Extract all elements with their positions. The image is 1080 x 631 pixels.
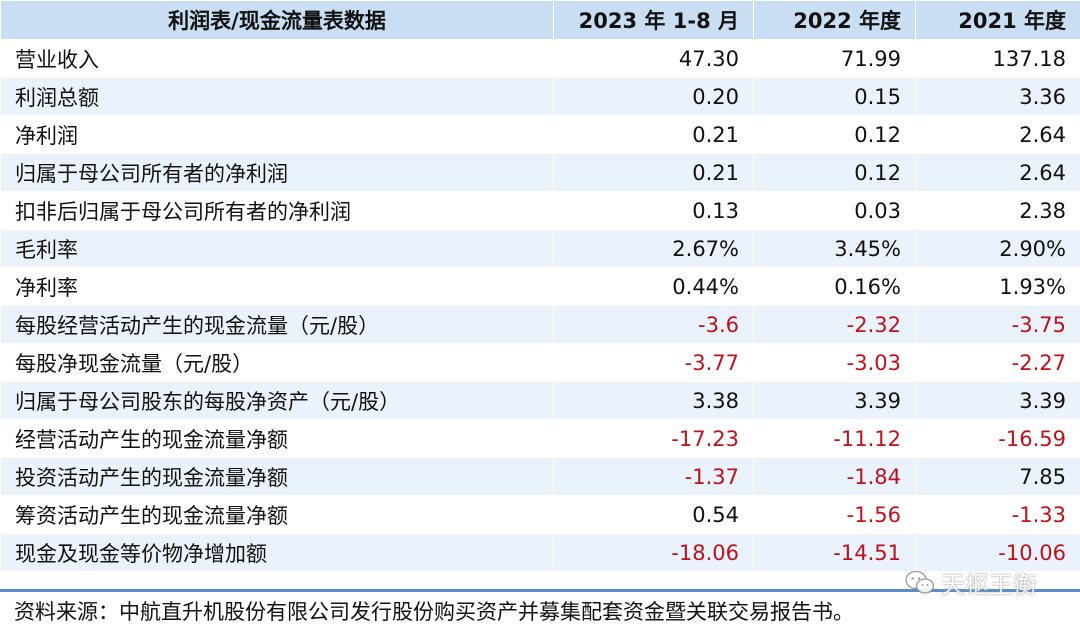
table-row: 归属于母公司所有者的净利润 0.21 0.12 2.64 (0, 153, 1080, 192)
cell-value: 0.15 (753, 77, 916, 116)
cell-value: -3.77 (553, 343, 754, 382)
cell-value: -1.37 (553, 457, 754, 496)
wechat-icon (905, 570, 935, 594)
cell-value: -1.56 (753, 495, 916, 534)
cell-value: 2.90% (915, 229, 1080, 268)
cell-value: 2.64 (915, 153, 1080, 192)
cell-value: 0.13 (553, 191, 754, 230)
table-row: 利润总额 0.20 0.15 3.36 (0, 77, 1080, 116)
row-label: 营业收入 (0, 39, 554, 78)
row-label: 投资活动产生的现金流量净额 (0, 457, 554, 496)
cell-value: -2.32 (753, 305, 916, 344)
row-label: 每股净现金流量（元/股） (0, 343, 554, 382)
cell-value: 2.64 (915, 115, 1080, 154)
cell-value: 0.20 (553, 77, 754, 116)
cell-value: 0.03 (753, 191, 916, 230)
cell-value: -3.75 (915, 305, 1080, 344)
cell-value: 3.38 (553, 381, 754, 420)
watermark: 天枢王衡 (905, 565, 1037, 600)
cell-value: 3.39 (915, 381, 1080, 420)
header-period-2021: 2021 年度 (915, 0, 1080, 40)
cell-value: -18.06 (553, 533, 754, 572)
table-row: 经营活动产生的现金流量净额 -17.23 -11.12 -16.59 (0, 419, 1080, 458)
cell-value: 2.38 (915, 191, 1080, 230)
cell-value: -17.23 (553, 419, 754, 458)
cell-value: -16.59 (915, 419, 1080, 458)
watermark-text: 天枢王衡 (941, 571, 1037, 599)
header-period-2023: 2023 年 1-8 月 (553, 0, 754, 40)
cell-value: 1.93% (915, 267, 1080, 306)
row-label: 扣非后归属于母公司所有者的净利润 (0, 191, 554, 230)
table-row: 归属于母公司股东的每股净资产（元/股） 3.38 3.39 3.39 (0, 381, 1080, 420)
cell-value: -2.27 (915, 343, 1080, 382)
cell-value: 2.67% (553, 229, 754, 268)
cell-value: -11.12 (753, 419, 916, 458)
row-label: 归属于母公司所有者的净利润 (0, 153, 554, 192)
table-row: 营业收入 47.30 71.99 137.18 (0, 39, 1080, 78)
cell-value: 0.12 (753, 115, 916, 154)
row-label: 净利率 (0, 267, 554, 306)
cell-value: -3.03 (753, 343, 916, 382)
financial-data-table: 利润表/现金流量表数据 2023 年 1-8 月 2022 年度 2021 年度… (0, 0, 1080, 572)
row-label: 净利润 (0, 115, 554, 154)
row-label: 每股经营活动产生的现金流量（元/股） (0, 305, 554, 344)
cell-value: 0.21 (553, 153, 754, 192)
table-row: 净利润 0.21 0.12 2.64 (0, 115, 1080, 154)
table-row: 投资活动产生的现金流量净额 -1.37 -1.84 7.85 (0, 457, 1080, 496)
table-row: 每股净现金流量（元/股） -3.77 -3.03 -2.27 (0, 343, 1080, 382)
cell-value: -1.84 (753, 457, 916, 496)
row-label: 经营活动产生的现金流量净额 (0, 419, 554, 458)
table-row: 扣非后归属于母公司所有者的净利润 0.13 0.03 2.38 (0, 191, 1080, 230)
table-row: 毛利率 2.67% 3.45% 2.90% (0, 229, 1080, 268)
row-label: 归属于母公司股东的每股净资产（元/股） (0, 381, 554, 420)
cell-value: 137.18 (915, 39, 1080, 78)
table-header-row: 利润表/现金流量表数据 2023 年 1-8 月 2022 年度 2021 年度 (0, 0, 1080, 40)
table-row: 净利率 0.44% 0.16% 1.93% (0, 267, 1080, 306)
cell-value: 0.54 (553, 495, 754, 534)
header-item: 利润表/现金流量表数据 (0, 0, 554, 40)
cell-value: 0.44% (553, 267, 754, 306)
cell-value: -3.6 (553, 305, 754, 344)
row-label: 现金及现金等价物净增加额 (0, 533, 554, 572)
table-row: 现金及现金等价物净增加额 -18.06 -14.51 -10.06 (0, 533, 1080, 572)
row-label: 毛利率 (0, 229, 554, 268)
table-row: 每股经营活动产生的现金流量（元/股） -3.6 -2.32 -3.75 (0, 305, 1080, 344)
cell-value: 3.36 (915, 77, 1080, 116)
table-row: 筹资活动产生的现金流量净额 0.54 -1.56 -1.33 (0, 495, 1080, 534)
cell-value: 3.39 (753, 381, 916, 420)
cell-value: 0.12 (753, 153, 916, 192)
cell-value: 0.16% (753, 267, 916, 306)
table-bottom-rule (0, 589, 1080, 592)
cell-value: 7.85 (915, 457, 1080, 496)
source-note: 资料来源：中航直升机股份有限公司发行股份购买资产并募集配套资金暨关联交易报告书。 (14, 600, 854, 624)
cell-value: -14.51 (753, 533, 916, 572)
header-period-2022: 2022 年度 (753, 0, 916, 40)
cell-value: 71.99 (753, 39, 916, 78)
row-label: 利润总额 (0, 77, 554, 116)
cell-value: 47.30 (553, 39, 754, 78)
cell-value: -1.33 (915, 495, 1080, 534)
cell-value: 3.45% (753, 229, 916, 268)
cell-value: -10.06 (915, 533, 1080, 572)
cell-value: 0.21 (553, 115, 754, 154)
row-label: 筹资活动产生的现金流量净额 (0, 495, 554, 534)
